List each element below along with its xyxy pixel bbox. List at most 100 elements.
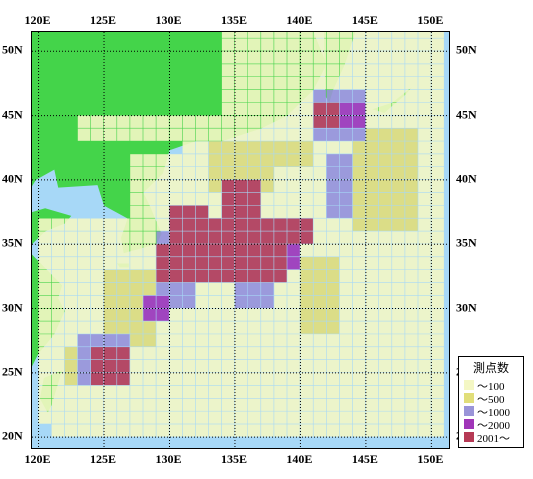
observation-bin — [352, 192, 366, 206]
observation-bin — [156, 385, 169, 398]
lon-label-bottom-120E: 120E — [24, 452, 51, 466]
observation-bin — [431, 192, 444, 206]
legend-label-500: ～500 — [477, 394, 505, 406]
observation-bin — [392, 257, 405, 270]
observation-bin — [313, 32, 326, 38]
observation-bin — [261, 372, 274, 386]
lon-label-top-150E: 150E — [417, 13, 444, 27]
observation-bin — [182, 115, 196, 128]
observation-bin — [182, 372, 196, 386]
observation-bin — [313, 205, 326, 218]
observation-bin — [208, 424, 222, 437]
observation-bin — [261, 282, 274, 296]
observation-bin — [77, 347, 91, 360]
observation-bin — [143, 128, 156, 141]
observation-bin — [392, 128, 405, 141]
observation-bin — [104, 128, 117, 141]
observation-bin — [405, 64, 418, 77]
observation-bin — [208, 167, 222, 180]
observation-bin — [195, 269, 209, 283]
observation-bin — [182, 360, 196, 373]
observation-bin — [51, 321, 65, 334]
observation-bin — [313, 115, 326, 128]
observation-bin — [300, 64, 313, 77]
observation-bin — [326, 89, 340, 103]
observation-bin — [379, 141, 392, 154]
observation-bin — [274, 411, 287, 424]
observation-bin — [195, 424, 209, 437]
observation-bin — [38, 257, 51, 270]
observation-bin — [248, 295, 261, 308]
observation-bin — [130, 115, 143, 128]
observation-bin — [405, 372, 418, 386]
observation-bin — [64, 360, 78, 373]
observation-bin — [182, 321, 196, 334]
observation-bin — [169, 372, 182, 386]
observation-bin — [248, 192, 261, 206]
observation-bin — [300, 411, 313, 424]
observation-bin — [418, 102, 431, 115]
observation-bin — [326, 231, 340, 244]
observation-bin — [221, 347, 235, 360]
observation-bin — [274, 89, 287, 103]
observation-bin — [208, 295, 222, 308]
observation-bin — [274, 38, 287, 51]
observation-bin — [235, 179, 248, 193]
observation-bin — [104, 295, 117, 308]
observation-bin — [352, 128, 366, 141]
lat-label-left-50N: 50N — [2, 42, 23, 57]
observation-bin — [379, 51, 392, 64]
observation-bin — [104, 411, 117, 424]
observation-bin — [431, 282, 444, 296]
observation-bin — [405, 167, 418, 180]
observation-bin — [182, 205, 196, 218]
observation-bin — [235, 32, 248, 38]
observation-bin — [274, 231, 287, 244]
lon-label-bottom-145E: 145E — [351, 452, 378, 466]
observation-bin — [90, 372, 104, 386]
observation-bin — [143, 360, 156, 373]
observation-bin — [274, 398, 287, 411]
observation-bin — [104, 347, 117, 360]
observation-bin — [379, 282, 392, 296]
observation-bin — [326, 141, 340, 154]
observation-bin — [221, 179, 235, 193]
legend-label-2001: 2001～ — [477, 433, 510, 445]
observation-bin — [365, 257, 379, 270]
observation-bin — [156, 128, 169, 141]
observation-bin — [261, 154, 274, 167]
observation-bin — [64, 244, 78, 257]
observation-bin — [405, 51, 418, 64]
observation-bin — [117, 372, 130, 386]
observation-bin — [352, 141, 366, 154]
observation-bin — [379, 411, 392, 424]
observation-bin — [104, 308, 117, 321]
observation-bin — [156, 244, 169, 257]
observation-bin — [169, 115, 182, 128]
observation-bin — [326, 257, 340, 270]
observation-bin — [51, 360, 65, 373]
observation-bin — [90, 347, 104, 360]
observation-bin — [182, 347, 196, 360]
observation-bin — [208, 360, 222, 373]
observation-bin — [287, 205, 300, 218]
observation-bin — [365, 154, 379, 167]
observation-bin — [156, 411, 169, 424]
observation-bin — [90, 218, 104, 231]
observation-bin — [156, 179, 169, 193]
lat-label-left-30N: 30N — [2, 300, 23, 315]
observation-bin — [261, 269, 274, 283]
observation-bin — [392, 308, 405, 321]
observation-bin — [90, 334, 104, 347]
observation-bin — [143, 385, 156, 398]
observation-bin — [365, 192, 379, 206]
observation-bin — [365, 167, 379, 180]
observation-bin — [90, 398, 104, 411]
observation-bin — [339, 154, 353, 167]
observation-bin — [169, 218, 182, 231]
observation-bin — [182, 295, 196, 308]
observation-bin — [169, 385, 182, 398]
observation-bin — [431, 64, 444, 77]
observation-bin — [326, 398, 340, 411]
observation-bin — [248, 32, 261, 38]
